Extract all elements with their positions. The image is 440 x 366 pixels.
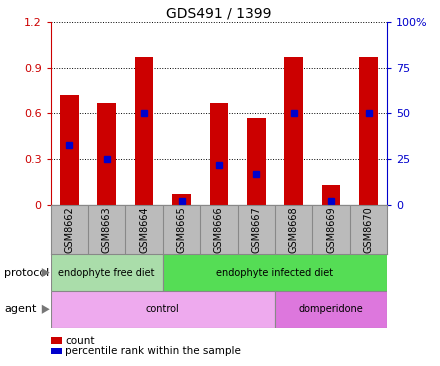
Text: GSM8669: GSM8669 bbox=[326, 206, 336, 253]
Text: GSM8663: GSM8663 bbox=[102, 206, 112, 253]
Text: GSM8664: GSM8664 bbox=[139, 206, 149, 253]
Text: GSM8668: GSM8668 bbox=[289, 206, 299, 253]
Bar bbox=[97, 103, 116, 205]
Bar bbox=[51, 291, 275, 328]
Bar bbox=[60, 95, 79, 205]
Text: percentile rank within the sample: percentile rank within the sample bbox=[65, 346, 241, 356]
Text: GSM8667: GSM8667 bbox=[251, 206, 261, 253]
Text: control: control bbox=[146, 304, 180, 314]
Title: GDS491 / 1399: GDS491 / 1399 bbox=[166, 7, 271, 21]
Bar bbox=[163, 254, 387, 291]
Text: endophyte free diet: endophyte free diet bbox=[59, 268, 155, 278]
Bar bbox=[284, 57, 303, 205]
Bar bbox=[275, 291, 387, 328]
Bar bbox=[51, 254, 163, 291]
Text: domperidone: domperidone bbox=[299, 304, 363, 314]
Bar bbox=[247, 118, 266, 205]
Text: GSM8665: GSM8665 bbox=[176, 206, 187, 253]
Text: GSM8670: GSM8670 bbox=[363, 206, 374, 253]
Text: GSM8666: GSM8666 bbox=[214, 206, 224, 253]
Text: GSM8662: GSM8662 bbox=[64, 206, 74, 253]
Text: agent: agent bbox=[4, 304, 37, 314]
Text: endophyte infected diet: endophyte infected diet bbox=[216, 268, 334, 278]
Bar bbox=[359, 57, 378, 205]
Bar bbox=[322, 185, 341, 205]
Text: protocol: protocol bbox=[4, 268, 50, 278]
Text: count: count bbox=[65, 336, 95, 346]
Bar bbox=[135, 57, 154, 205]
Bar bbox=[172, 194, 191, 205]
Bar bbox=[209, 103, 228, 205]
